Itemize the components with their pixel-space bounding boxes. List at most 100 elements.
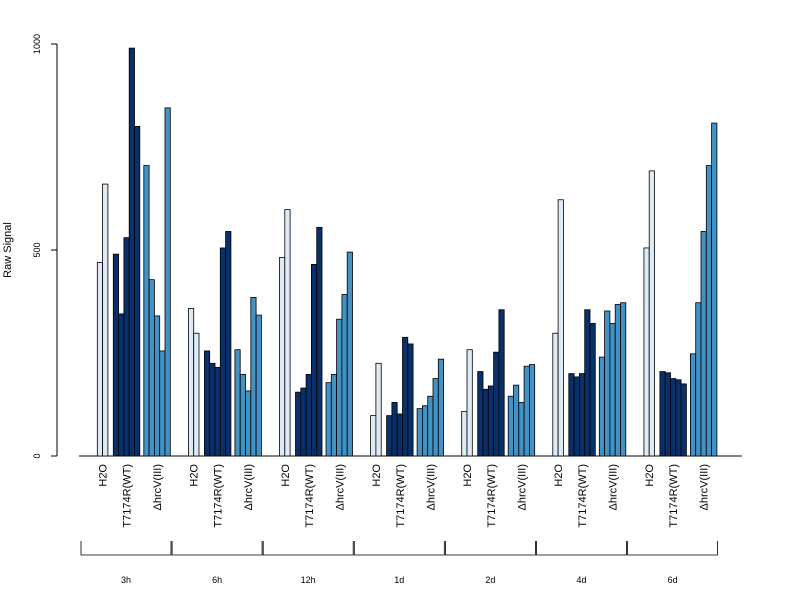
bar-6h-hrcv-5 [255,314,262,457]
bar-12h-hrcv-2 [330,374,337,457]
bar-3h-h2o-1 [96,261,104,457]
condition-label: ΔhrcV(III) [334,464,346,510]
bar-3h-hrcv-3 [153,315,161,457]
bar-2d-hrcv-5 [529,364,536,457]
group-bracket [536,541,627,556]
bar-6d-hrcv-2 [695,302,702,457]
group-label-6d: 6d [668,575,678,585]
bar-4d-h2o-1 [552,332,559,457]
group-bracket [171,541,263,556]
bar-6h-h2o-1 [187,308,195,457]
condition-label: H2O [553,464,565,487]
condition-label: ΔhrcV(III) [152,464,164,510]
condition-label: ΔhrcV(III) [699,464,711,510]
bar-1d-hrcv-4 [432,378,439,457]
bar-2d-hrcv-4 [523,365,530,457]
bar-2d-wt-3 [487,385,494,457]
condition-label: H2O [462,464,474,487]
bar-2d-wt-2 [482,388,489,457]
y-axis: 0 500 1000 [32,34,58,459]
bar-12h-wt-4 [310,264,318,457]
bar-12h-hrcv-1 [325,382,332,457]
bar-6d-hrcv-5 [711,122,718,457]
bar-3h-wt-5 [134,126,141,457]
bar-4d-wt-5 [589,322,596,457]
group-label-6h: 6h [212,575,222,585]
bar-12h-wt-5 [316,226,323,457]
bar-12h-wt-1 [295,391,302,457]
bar-6h-wt-2 [209,362,216,457]
bar-3h-wt-2 [118,313,125,457]
bar-2d-hrcv-3 [518,402,525,457]
condition-label: ΔhrcV(III) [608,464,620,510]
condition-label: ΔhrcV(III) [516,464,528,510]
bar-12h-h2o-1 [279,257,286,457]
bar-3h-wt-3 [123,237,130,457]
group-label-3h: 3h [121,575,131,585]
bar-2d-hrcv-2 [513,384,520,457]
bar-12h-h2o-2 [284,209,291,457]
bar-6d-hrcv-1 [690,353,697,457]
group-bracket [353,541,445,556]
condition-label: T7174R(WT) [577,464,589,528]
y-tick-label: 0 [32,453,42,458]
condition-label: ΔhrcV(III) [425,464,437,510]
bar-1d-hrcv-3 [427,395,434,457]
group-label-1d: 1d [394,575,404,585]
bar-1d-wt-1 [386,415,393,457]
group-label-2d: 2d [485,575,495,585]
bar-3h-wt-4 [128,47,135,457]
bars [96,47,718,457]
bar-2d-wt-5 [498,309,505,457]
condition-label: T7174R(WT) [486,464,498,528]
bar-12h-wt-2 [300,387,307,457]
bar-3h-wt-1 [112,253,120,457]
condition-label: H2O [371,464,383,487]
bar-2d-h2o-2 [466,349,473,457]
bar-1d-wt-4 [402,336,409,457]
group-label-12h: 12h [301,575,316,585]
y-tick-label: 500 [32,242,42,257]
condition-label: H2O [98,464,110,487]
bar-6h-wt-1 [203,350,211,457]
bar-1d-h2o-2 [375,362,382,457]
bar-4d-hrcv-1 [598,356,605,457]
condition-label: H2O [644,464,656,487]
group-bracket [80,541,172,556]
bar-4d-wt-3 [579,373,586,457]
bar-6h-h2o-2 [193,332,200,457]
bar-4d-hrcv-5 [620,302,627,457]
bar-1d-wt-2 [391,402,398,457]
bar-4d-hrcv-4 [614,303,621,457]
bar-12h-wt-3 [305,374,312,457]
group-bracket [262,541,354,556]
bar-6d-wt-4 [675,379,682,457]
bar-1d-hrcv-2 [421,405,429,457]
bar-6h-wt-4 [219,247,227,457]
bar-4d-wt-1 [568,373,575,457]
bar-2d-wt-1 [477,371,484,457]
condition-label: H2O [189,464,201,487]
group-bracket [627,541,718,556]
bar-12h-hrcv-5 [346,251,353,457]
bar-6d-wt-1 [659,371,666,457]
condition-label: T7174R(WT) [668,464,680,528]
group-bracket [445,541,536,556]
bar-3h-hrcv-2 [148,279,155,457]
bar-4d-hrcv-3 [609,322,616,457]
bar-12h-hrcv-3 [336,318,343,457]
bar-3h-hrcv-1 [143,165,150,457]
condition-label: H2O [280,464,292,487]
bar-6d-h2o-1 [643,247,650,457]
bar-2d-wt-4 [493,351,500,457]
bar-3h-h2o-2 [102,183,109,457]
condition-label: T7174R(WT) [304,464,316,528]
bar-1d-hrcv-1 [416,408,423,457]
bar-4d-h2o-2 [557,199,564,457]
bar-2d-hrcv-1 [507,395,514,457]
bar-3h-hrcv-4 [159,350,166,457]
y-axis-label: Raw Signal [2,222,14,278]
bar-1d-h2o-1 [370,415,377,457]
bar-6d-h2o-2 [648,170,655,457]
bar-4d-wt-4 [584,309,591,457]
